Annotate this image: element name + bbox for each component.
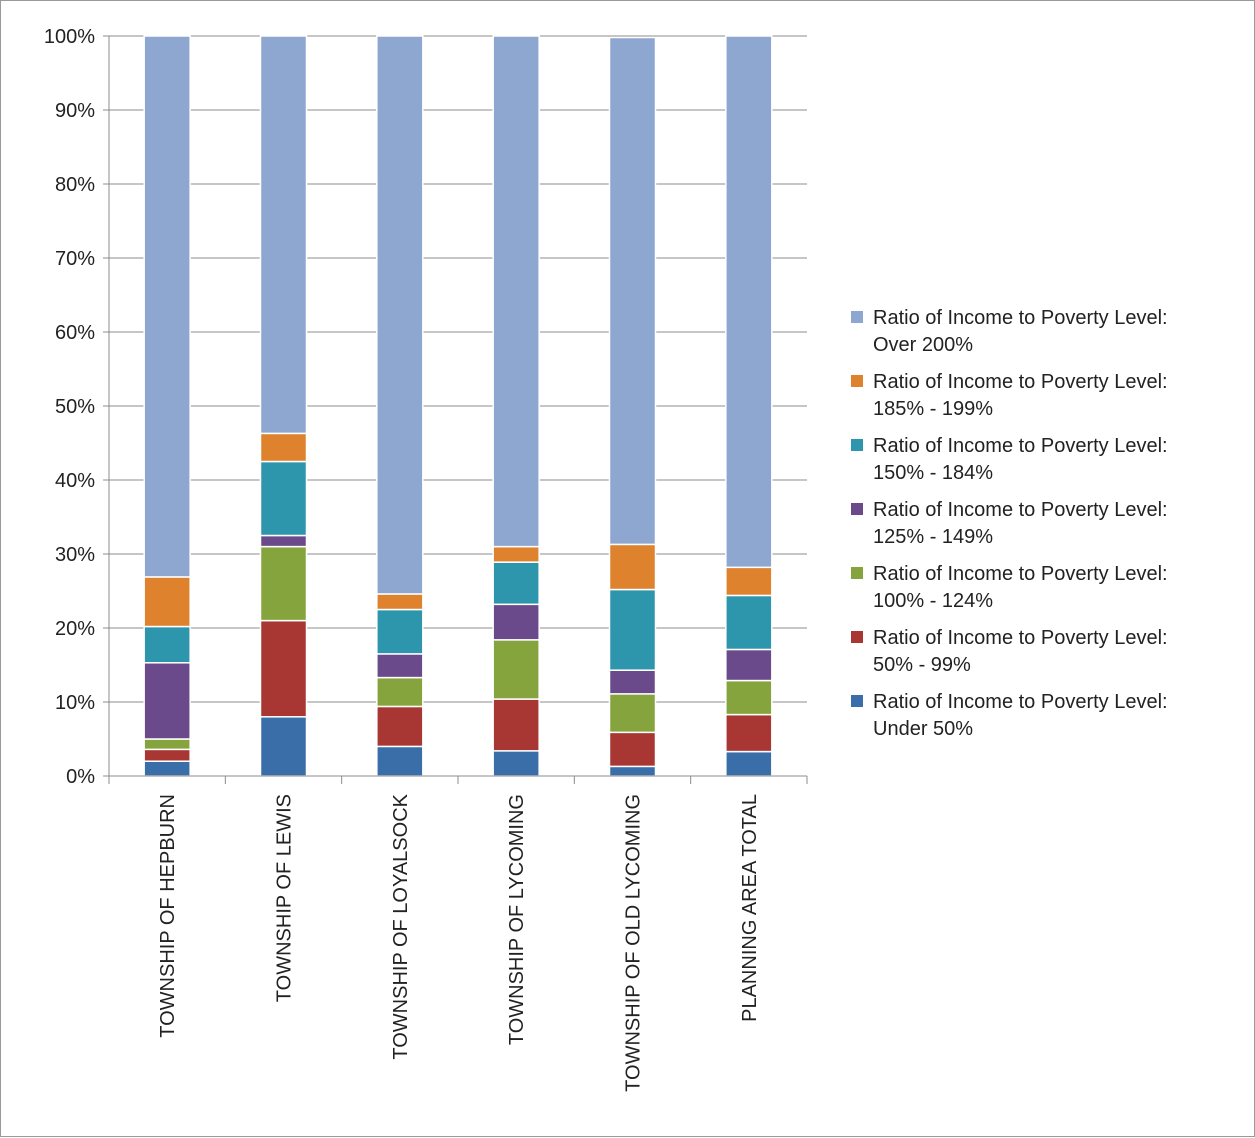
legend-swatch xyxy=(851,439,863,451)
legend-item: Ratio of Income to Poverty Level: 185% - … xyxy=(851,369,1251,423)
bar-segment xyxy=(608,669,657,695)
legend-label-line1: Ratio of Income to Poverty Level: xyxy=(873,691,1168,713)
bar-segment xyxy=(725,750,773,777)
legend-label-line2: Under 50% xyxy=(873,718,974,740)
x-tick-label: TOWNSHIP OF LYCOMING xyxy=(506,794,528,1045)
bar-segment xyxy=(143,35,191,578)
bar-segment xyxy=(259,35,308,435)
bar-segment xyxy=(608,543,657,591)
bar-segment xyxy=(725,679,773,716)
bar-segment xyxy=(492,698,540,752)
bar-segment xyxy=(376,653,424,679)
y-tick-label: 40% xyxy=(55,470,95,492)
legend-label-line2: 185% - 199% xyxy=(873,398,994,420)
y-tick-label: 50% xyxy=(55,396,95,418)
bar-segment xyxy=(608,765,657,777)
bar-segment xyxy=(725,648,773,682)
y-tick-label: 60% xyxy=(55,322,95,344)
legend-swatch xyxy=(851,311,863,323)
bar-segment xyxy=(376,608,424,655)
legend-item: Ratio of Income to Poverty Level: 150% - … xyxy=(851,433,1251,487)
legend-label-line2: 100% - 124% xyxy=(873,590,994,612)
x-tick-label: TOWNSHIP OF OLD LYCOMING xyxy=(623,794,645,1092)
y-tick-label: 0% xyxy=(66,766,95,788)
bar-segment xyxy=(492,603,540,641)
bar-segment xyxy=(259,716,308,777)
x-tick-label: TOWNSHIP OF LEWIS xyxy=(274,794,296,1002)
bar-segment xyxy=(608,588,657,671)
bar-segment xyxy=(725,594,773,651)
legend-item: Ratio of Income to Poverty Level: Under 5… xyxy=(851,689,1251,743)
bar-segment xyxy=(376,593,424,611)
bar-segment xyxy=(492,545,540,563)
legend-label-line1: Ratio of Income to Poverty Level: xyxy=(873,307,1168,329)
y-tick-label: 80% xyxy=(55,174,95,196)
legend-swatch xyxy=(851,375,863,387)
legend-label-line2: Over 200% xyxy=(873,334,974,356)
y-tick-label: 10% xyxy=(55,692,95,714)
y-tick-label: 100% xyxy=(44,26,95,48)
legend-swatch xyxy=(851,631,863,643)
bar-segment xyxy=(143,625,191,664)
legend-label-line1: Ratio of Income to Poverty Level: xyxy=(873,499,1168,521)
legend-label-line2: 125% - 149% xyxy=(873,526,994,548)
bar-segment xyxy=(608,693,657,734)
y-tick-label: 20% xyxy=(55,618,95,640)
y-tick-label: 70% xyxy=(55,248,95,270)
legend-swatch xyxy=(851,503,863,515)
bar-segment xyxy=(143,576,191,628)
legend-label-line2: 50% - 99% xyxy=(873,654,971,676)
x-tick-label: TOWNSHIP OF HEPBURN xyxy=(157,794,179,1038)
bar-segment xyxy=(725,713,773,753)
bar-segment xyxy=(492,639,540,700)
legend-label-line1: Ratio of Income to Poverty Level: xyxy=(873,563,1168,585)
y-tick-label: 30% xyxy=(55,544,95,566)
legend-item: Ratio of Income to Poverty Level: 125% - … xyxy=(851,497,1251,551)
legend-label-line2: 150% - 184% xyxy=(873,462,994,484)
bar-segment xyxy=(376,35,424,595)
legend-label-line1: Ratio of Income to Poverty Level: xyxy=(873,435,1168,457)
legend-swatch xyxy=(851,567,863,579)
bar-segment xyxy=(492,35,540,548)
bar-segment xyxy=(492,750,540,777)
bar-segment xyxy=(143,748,191,762)
bar-segment xyxy=(143,760,191,777)
bar-segment xyxy=(492,561,540,606)
x-tick-label: TOWNSHIP OF LOYALSOCK xyxy=(390,793,412,1059)
bar-segment xyxy=(259,460,308,537)
legend-item: Ratio of Income to Poverty Level: 50% - 9… xyxy=(851,625,1251,679)
bar-segment xyxy=(376,705,424,748)
bar-segment xyxy=(376,745,424,777)
bar-segment xyxy=(725,566,773,597)
bar-segment xyxy=(259,534,308,548)
y-tick-label: 90% xyxy=(55,100,95,122)
bar-segment xyxy=(608,731,657,768)
bar-segment xyxy=(376,676,424,708)
bar-segment xyxy=(143,738,191,751)
legend-swatch xyxy=(851,695,863,707)
x-tick-label: PLANNING AREA TOTAL xyxy=(739,794,761,1022)
chart-legend: Ratio of Income to Poverty Level: Over 20… xyxy=(851,305,1251,753)
bar-segment xyxy=(259,432,308,463)
legend-label-line1: Ratio of Income to Poverty Level: xyxy=(873,627,1168,649)
legend-item: Ratio of Income to Poverty Level: 100% - … xyxy=(851,561,1251,615)
bar-segment xyxy=(608,36,657,546)
bar-segment xyxy=(143,662,191,740)
legend-item: Ratio of Income to Poverty Level: Over 20… xyxy=(851,305,1251,359)
legend-label-line1: Ratio of Income to Poverty Level: xyxy=(873,371,1168,393)
bar-segment xyxy=(725,35,773,569)
bar-segment xyxy=(259,545,308,622)
bar-segment xyxy=(259,619,308,718)
